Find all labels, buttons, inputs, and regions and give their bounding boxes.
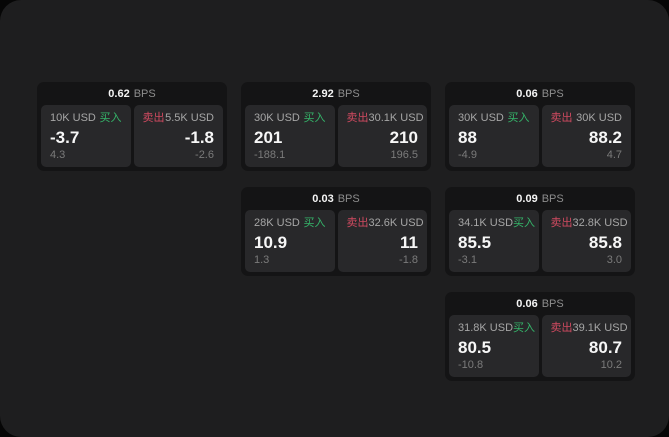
buy-side-label: 买入 (99, 112, 122, 124)
sell-notional-label: 32.6K USD (368, 217, 424, 229)
buy-notional-label: 30K USD (254, 112, 300, 124)
quote-panels: 30K USD 买入 201 -188.1 卖出 30.1K USD 210 1… (241, 105, 431, 171)
buy-quote-tile[interactable]: 28K USD 买入 10.9 1.3 (245, 210, 335, 272)
sell-side-label: 卖出 (346, 217, 369, 229)
sell-price-value: 88.2 (588, 127, 622, 147)
sell-quote-tile[interactable]: 卖出 5.5K USD -1.8 -2.6 (133, 105, 223, 167)
bps-unit-label: BPS (337, 192, 360, 205)
bps-unit-label: BPS (133, 87, 156, 100)
quote-panels: 30K USD 买入 88 -4.9 卖出 30K USD 88.2 4.7 (445, 105, 635, 171)
quote-panels: 31.8K USD 买入 80.5 -10.8 卖出 39.1K USD 80.… (445, 315, 635, 381)
sell-notional-label: 30K USD (576, 112, 622, 124)
buy-quote-tile[interactable]: 10K USD 买入 -3.7 4.3 (41, 105, 131, 167)
sell-notional-label: 39.1K USD (572, 322, 628, 334)
sell-secondary-value: -1.8 (399, 254, 418, 266)
bps-value: 0.06 (516, 297, 538, 310)
quote-panels: 10K USD 买入 -3.7 4.3 卖出 5.5K USD -1.8 -2.… (37, 105, 227, 171)
sell-secondary-value: 196.5 (390, 149, 418, 161)
sell-price-value: -1.8 (184, 127, 214, 147)
bps-unit-label: BPS (541, 297, 564, 310)
buy-price-value: 80.5 (458, 337, 492, 357)
buy-quote-tile[interactable]: 31.8K USD 买入 80.5 -10.8 (449, 315, 539, 377)
card-header: 0.06 BPS (445, 82, 635, 105)
quote-card: 2.92 BPS 30K USD 买入 201 -188.1 卖出 30.1K … (241, 82, 431, 171)
bps-value: 0.09 (516, 192, 538, 205)
buy-side-label: 买入 (303, 217, 326, 229)
buy-notional-label: 10K USD (50, 112, 96, 124)
sell-notional-label: 30.1K USD (368, 112, 424, 124)
bps-value: 0.62 (108, 87, 130, 100)
buy-price-value: -3.7 (50, 127, 80, 147)
buy-price-value: 201 (254, 127, 283, 147)
bps-value: 2.92 (312, 87, 334, 100)
buy-notional-label: 34.1K USD (458, 217, 514, 229)
buy-secondary-value: -10.8 (458, 359, 484, 371)
sell-notional-label: 32.8K USD (572, 217, 628, 229)
sell-quote-tile[interactable]: 卖出 30.1K USD 210 196.5 (337, 105, 427, 167)
buy-quote-tile[interactable]: 34.1K USD 买入 85.5 -3.1 (449, 210, 539, 272)
buy-secondary-value: -4.9 (458, 149, 477, 161)
quote-panels: 28K USD 买入 10.9 1.3 卖出 32.6K USD 11 -1.8 (241, 210, 431, 276)
sell-notional-label: 5.5K USD (165, 112, 214, 124)
buy-secondary-value: -3.1 (458, 254, 477, 266)
sell-side-label: 卖出 (142, 112, 165, 124)
bps-value: 0.06 (516, 87, 538, 100)
buy-quote-tile[interactable]: 30K USD 买入 88 -4.9 (449, 105, 539, 167)
card-header: 2.92 BPS (241, 82, 431, 105)
quote-card-grid: 0.62 BPS 10K USD 买入 -3.7 4.3 卖出 5.5K USD… (37, 82, 635, 381)
quote-card: 0.06 BPS 30K USD 买入 88 -4.9 卖出 30K USD 8… (445, 82, 635, 171)
buy-price-value: 85.5 (458, 232, 492, 252)
sell-price-value: 11 (400, 232, 418, 252)
buy-price-value: 88 (458, 127, 477, 147)
sell-secondary-value: 10.2 (600, 359, 622, 371)
buy-notional-label: 30K USD (458, 112, 504, 124)
buy-quote-tile[interactable]: 30K USD 买入 201 -188.1 (245, 105, 335, 167)
card-header: 0.62 BPS (37, 82, 227, 105)
card-header: 0.09 BPS (445, 187, 635, 210)
buy-side-label: 买入 (513, 217, 536, 229)
sell-secondary-value: 3.0 (606, 254, 622, 266)
quote-card: 0.03 BPS 28K USD 买入 10.9 1.3 卖出 32.6K US… (241, 187, 431, 276)
sell-quote-tile[interactable]: 卖出 32.8K USD 85.8 3.0 (541, 210, 631, 272)
buy-side-label: 买入 (303, 112, 326, 124)
sell-secondary-value: 4.7 (606, 149, 622, 161)
sell-price-value: 210 (389, 127, 418, 147)
buy-notional-label: 28K USD (254, 217, 300, 229)
sell-side-label: 卖出 (550, 217, 573, 229)
sell-quote-tile[interactable]: 卖出 32.6K USD 11 -1.8 (337, 210, 427, 272)
buy-notional-label: 31.8K USD (458, 322, 514, 334)
buy-secondary-value: -188.1 (254, 149, 286, 161)
sell-price-value: 80.7 (588, 337, 622, 357)
buy-side-label: 买入 (507, 112, 530, 124)
sell-quote-tile[interactable]: 卖出 39.1K USD 80.7 10.2 (541, 315, 631, 377)
buy-secondary-value: 1.3 (254, 254, 270, 266)
bps-unit-label: BPS (541, 87, 564, 100)
quote-card: 0.09 BPS 34.1K USD 买入 85.5 -3.1 卖出 32.8K… (445, 187, 635, 276)
sell-secondary-value: -2.6 (195, 149, 214, 161)
buy-secondary-value: 4.3 (50, 149, 66, 161)
buy-side-label: 买入 (513, 322, 536, 334)
bps-unit-label: BPS (541, 192, 564, 205)
bps-unit-label: BPS (337, 87, 360, 100)
sell-side-label: 卖出 (550, 322, 573, 334)
quote-card: 0.06 BPS 31.8K USD 买入 80.5 -10.8 卖出 39.1… (445, 292, 635, 381)
sell-quote-tile[interactable]: 卖出 30K USD 88.2 4.7 (541, 105, 631, 167)
card-header: 0.06 BPS (445, 292, 635, 315)
sell-side-label: 卖出 (550, 112, 573, 124)
card-header: 0.03 BPS (241, 187, 431, 210)
bps-value: 0.03 (312, 192, 334, 205)
quote-card: 0.62 BPS 10K USD 买入 -3.7 4.3 卖出 5.5K USD… (37, 82, 227, 171)
quote-panels: 34.1K USD 买入 85.5 -3.1 卖出 32.8K USD 85.8… (445, 210, 635, 276)
sell-price-value: 85.8 (588, 232, 622, 252)
buy-price-value: 10.9 (254, 232, 288, 252)
sell-side-label: 卖出 (346, 112, 369, 124)
